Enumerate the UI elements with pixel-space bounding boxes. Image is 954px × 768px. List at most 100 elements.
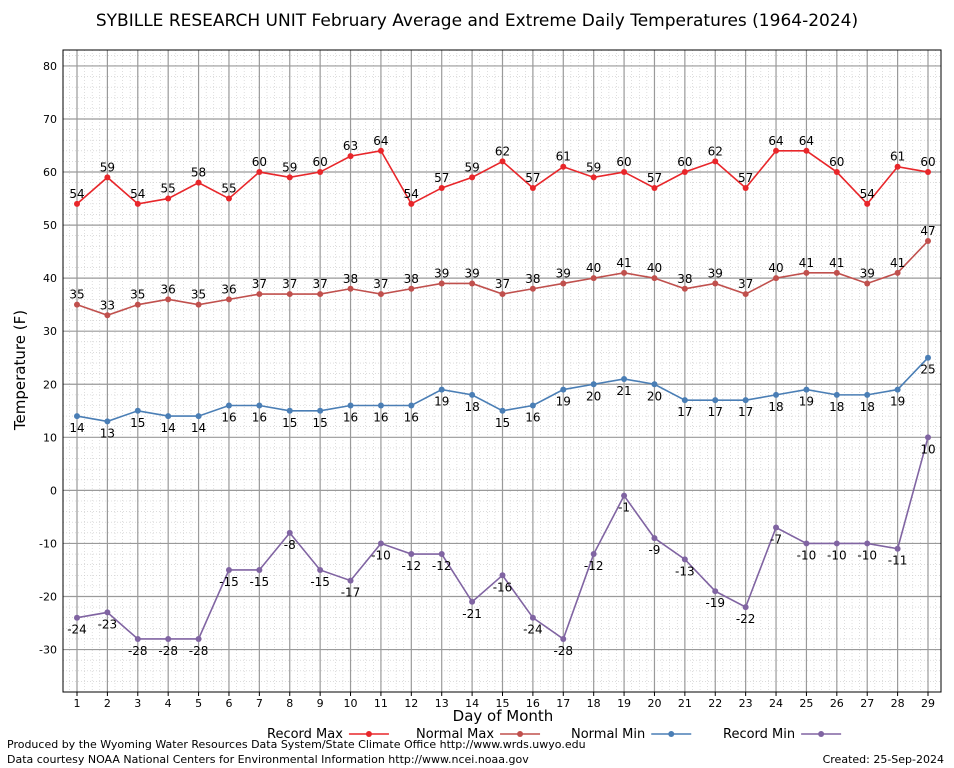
record-max-point xyxy=(803,147,810,154)
normal-min-point xyxy=(833,391,840,398)
record-max-data-label: 61 xyxy=(556,150,571,164)
footer-created: Created: 25-Sep-2024 xyxy=(823,753,944,766)
normal-max-data-label: 40 xyxy=(768,261,783,275)
normal-max-data-label: 39 xyxy=(860,266,875,280)
record-max-data-label: 60 xyxy=(616,155,631,169)
normal-max-point xyxy=(256,291,263,298)
normal-max-point xyxy=(894,269,901,276)
normal-min-point xyxy=(499,407,506,414)
record-max-point xyxy=(560,163,567,170)
record-max-point xyxy=(469,174,476,181)
y-tick-label: 20 xyxy=(43,378,57,391)
record-max-point xyxy=(104,174,111,181)
record-max-point xyxy=(590,174,597,181)
y-tick-label: 10 xyxy=(43,431,57,444)
record-max-point xyxy=(165,195,172,202)
x-tick-label: 19 xyxy=(617,697,631,710)
record-max-point xyxy=(256,169,263,176)
record-max-data-label: 54 xyxy=(69,187,84,201)
record-max-legend-label: Record Max xyxy=(267,727,343,742)
record-min-point xyxy=(347,577,354,584)
x-tick-label: 11 xyxy=(374,697,388,710)
normal-min-point xyxy=(681,397,688,404)
normal-max-point xyxy=(864,280,871,287)
record-max-data-label: 64 xyxy=(768,134,783,148)
record-max-data-label: 59 xyxy=(100,160,115,174)
record-min-data-label: -7 xyxy=(770,533,782,547)
record-max-data-label: 57 xyxy=(434,171,449,185)
x-tick-label: 16 xyxy=(526,697,540,710)
record-max-data-label: 55 xyxy=(161,182,176,196)
record-max-point xyxy=(286,174,293,181)
normal-max-data-label: 35 xyxy=(191,288,206,302)
record-max-point xyxy=(225,195,232,202)
normal-max-data-label: 39 xyxy=(556,266,571,280)
normal-max-point xyxy=(317,291,324,298)
record-max-point xyxy=(499,158,506,165)
x-axis-label: Day of Month xyxy=(453,707,554,725)
normal-min-data-label: 19 xyxy=(799,395,814,409)
x-tick-label: 17 xyxy=(556,697,570,710)
legend: Record Max Normal Max Normal Min Record Min xyxy=(267,727,842,742)
x-axis-ticks: 1 2 3 4 5 6 7 8 9 10 11 12 13 14 15 16 17 18 19 20 21 22 23 24 2… xyxy=(74,692,935,710)
normal-max-point xyxy=(104,312,111,319)
normal-max-point xyxy=(529,285,536,292)
normal-min-data-label: 14 xyxy=(191,421,206,435)
normal-max-point xyxy=(712,280,719,287)
record-max-data-label: 60 xyxy=(829,155,844,169)
record-max-data-label: 54 xyxy=(860,187,875,201)
x-tick-label: 2 xyxy=(104,697,111,710)
normal-max-data-label: 35 xyxy=(69,288,84,302)
record-min-point xyxy=(165,635,172,642)
x-tick-label: 13 xyxy=(435,697,449,710)
record-min-data-label: -19 xyxy=(705,596,725,610)
record-max-data-label: 63 xyxy=(343,139,358,153)
normal-min-legend-marker xyxy=(668,731,675,737)
y-tick-label: 70 xyxy=(43,113,57,126)
x-tick-label: 28 xyxy=(891,697,905,710)
normal-max-point xyxy=(469,280,476,287)
normal-max-point xyxy=(773,275,780,282)
record-min-point xyxy=(621,492,628,499)
normal-min-point xyxy=(225,402,232,409)
record-min-point xyxy=(134,635,141,642)
normal-min-series: 14 13 15 14 14 16 16 15 15 16 16 16 19 18 15 16 19 20 21 20… xyxy=(69,354,936,440)
normal-min-data-label: 16 xyxy=(343,410,358,424)
record-max-point xyxy=(833,169,840,176)
x-tick-label: 1 xyxy=(74,697,81,710)
record-min-data-label: -8 xyxy=(284,538,296,552)
normal-min-point xyxy=(438,386,445,393)
normal-min-data-label: 19 xyxy=(434,395,449,409)
normal-max-data-label: 36 xyxy=(221,282,236,296)
normal-max-data-label: 40 xyxy=(647,261,662,275)
record-min-data-label: -28 xyxy=(189,644,209,658)
normal-min-data-label: 20 xyxy=(647,389,662,403)
record-min-point xyxy=(74,614,80,621)
normal-min-data-label: 17 xyxy=(738,405,753,419)
y-tick-label: -20 xyxy=(39,590,57,603)
record-min-point xyxy=(469,598,476,605)
record-min-point xyxy=(560,635,567,642)
normal-min-point xyxy=(317,407,324,414)
y-tick-label: -30 xyxy=(39,644,57,657)
normal-min-data-label: 14 xyxy=(161,421,176,435)
record-max-point xyxy=(681,169,688,176)
record-max-point xyxy=(773,147,780,154)
normal-max-data-label: 41 xyxy=(890,256,905,270)
record-max-data-label: 59 xyxy=(464,160,479,174)
normal-min-point xyxy=(347,402,354,409)
normal-min-point xyxy=(742,397,749,404)
x-tick-label: 27 xyxy=(860,697,874,710)
record-max-data-label: 64 xyxy=(373,134,388,148)
record-min-legend-label: Record Min xyxy=(723,727,795,742)
record-min-data-label: 10 xyxy=(920,442,935,456)
normal-min-data-label: 16 xyxy=(221,410,236,424)
normal-max-point xyxy=(499,291,506,298)
normal-max-data-label: 38 xyxy=(343,272,358,286)
normal-min-point xyxy=(894,386,901,393)
normal-min-data-label: 21 xyxy=(616,384,631,398)
normal-max-point xyxy=(681,285,688,292)
record-max-legend-marker xyxy=(365,731,372,737)
normal-max-data-label: 37 xyxy=(313,277,328,291)
record-max-data-label: 54 xyxy=(130,187,145,201)
